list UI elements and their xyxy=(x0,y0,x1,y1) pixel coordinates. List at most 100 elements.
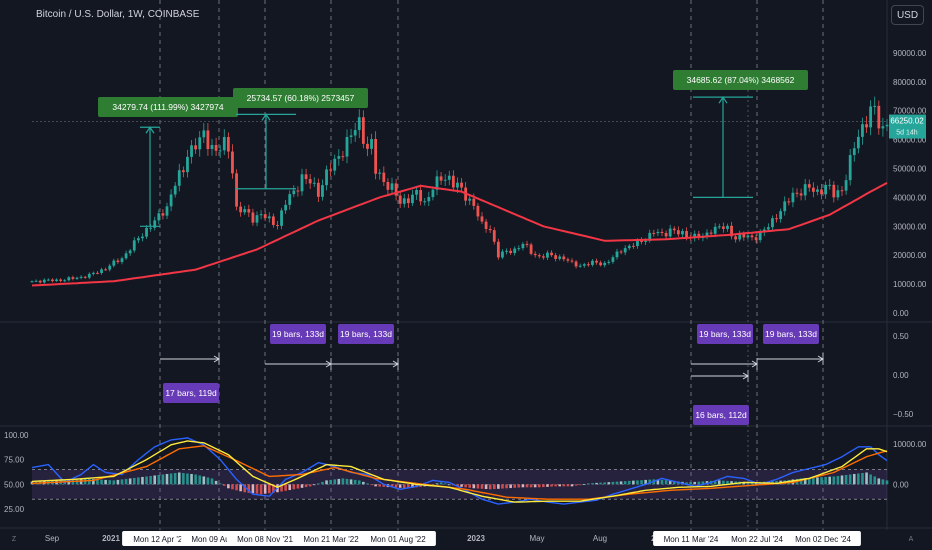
candle-body xyxy=(398,195,402,204)
candle-body xyxy=(881,126,885,129)
candle-body xyxy=(173,185,177,195)
candle-body xyxy=(378,172,382,174)
osc-histogram-bar xyxy=(476,484,480,489)
osc-histogram-bar xyxy=(222,484,226,486)
osc-histogram-bar xyxy=(746,482,750,485)
candle-body xyxy=(46,279,50,281)
currency-button[interactable]: USD xyxy=(891,5,924,25)
candle-body xyxy=(578,265,582,267)
osc-histogram-bar xyxy=(824,476,827,485)
osc-histogram-bar xyxy=(169,473,173,485)
osc-histogram-bar xyxy=(120,479,124,485)
candle-body xyxy=(394,183,398,196)
price-tick-label: 30000.00 xyxy=(893,222,927,231)
candle-body xyxy=(570,260,574,262)
osc-histogram-bar xyxy=(157,474,161,485)
candle-body xyxy=(541,256,545,258)
osc-histogram-bar xyxy=(333,479,337,485)
osc-histogram-bar xyxy=(132,477,136,485)
time-tick-label: Aug xyxy=(593,534,607,543)
candle-body xyxy=(451,175,455,188)
candle-body xyxy=(705,232,709,237)
osc-histogram-bar xyxy=(578,484,582,486)
osc-line-yellow xyxy=(31,440,888,503)
candle-body xyxy=(603,262,607,266)
osc-histogram-bar xyxy=(337,478,341,485)
time-tick-label: Sep xyxy=(45,534,60,543)
candle-body xyxy=(480,216,484,222)
candle-body xyxy=(885,124,889,127)
range-label: 19 bars, 133d xyxy=(765,329,817,339)
osc-histogram-bar xyxy=(672,480,676,485)
osc-histogram-bar xyxy=(521,484,525,488)
osc-histogram-bar xyxy=(566,484,570,487)
date-marker-label: Mon 12 Apr '21 xyxy=(133,535,187,544)
range-label: 19 bars, 133d xyxy=(272,329,324,339)
candle-body xyxy=(595,260,598,263)
osc-histogram-bar xyxy=(247,484,251,493)
candle-body xyxy=(525,243,529,245)
candle-body xyxy=(308,179,312,184)
osc-histogram-bar xyxy=(742,481,746,485)
osc-histogram-bar xyxy=(259,484,263,495)
range-label: 17 bars, 119d xyxy=(165,388,217,398)
osc-histogram-bar xyxy=(574,484,578,486)
osc-histogram-bar xyxy=(96,479,99,485)
osc-histogram-bar xyxy=(852,473,856,485)
date-marker-label: Mon 08 Nov '21 xyxy=(237,535,293,544)
candle-body xyxy=(738,234,742,240)
osc-histogram-bar xyxy=(582,484,586,485)
osc-histogram-bar xyxy=(382,484,386,487)
candle-body xyxy=(267,216,271,219)
candle-body xyxy=(75,277,79,279)
candle-body xyxy=(734,236,738,240)
osc-right-tick: 0.00 xyxy=(893,480,909,489)
candle-body xyxy=(472,198,476,206)
candle-body xyxy=(390,183,394,190)
time-tick-label: 2023 xyxy=(467,534,485,543)
osc-histogram-bar xyxy=(542,484,545,488)
osc-histogram-bar xyxy=(697,481,701,485)
osc-histogram-bar xyxy=(623,481,627,485)
candle-body xyxy=(566,259,570,261)
osc-histogram-bar xyxy=(239,484,242,492)
measure-label: 34279.74 (111.99%) 3427974 xyxy=(112,102,223,112)
candle-body xyxy=(153,220,157,228)
candle-body xyxy=(186,156,189,173)
candle-body xyxy=(807,184,811,188)
osc-histogram-bar xyxy=(509,484,512,489)
osc-histogram-bar xyxy=(145,476,148,485)
candle-body xyxy=(574,261,578,267)
candle-body xyxy=(157,213,161,221)
candle-body xyxy=(255,215,259,223)
candle-body xyxy=(202,130,206,138)
candle-body xyxy=(660,231,664,234)
osc-histogram-bar xyxy=(488,484,492,490)
candle-body xyxy=(779,211,783,220)
osc-histogram-bar xyxy=(505,484,508,489)
osc-line-orange xyxy=(31,445,888,500)
candle-body xyxy=(222,137,226,151)
candle-body xyxy=(263,214,267,219)
candle-body xyxy=(501,251,504,258)
time-tick-label: May xyxy=(529,534,544,543)
osc-histogram-bar xyxy=(112,480,116,485)
osc-histogram-bar xyxy=(828,476,832,485)
osc-histogram-bar xyxy=(497,484,500,489)
osc-histogram-bar xyxy=(419,484,422,487)
candle-body xyxy=(34,280,38,282)
osc-histogram-bar xyxy=(362,481,365,485)
osc-histogram-bar xyxy=(820,477,823,485)
osc-histogram-bar xyxy=(378,484,382,487)
osc-histogram-bar xyxy=(857,473,860,485)
candle-body xyxy=(648,232,652,241)
candle-body xyxy=(357,117,361,131)
osc-histogram-bar xyxy=(292,484,296,490)
osc-histogram-bar xyxy=(341,478,345,485)
measure-label-bg xyxy=(98,97,238,117)
osc-histogram-bar xyxy=(100,479,103,485)
candle-body xyxy=(104,269,108,271)
date-marker-label: Mon 22 Jul '24 xyxy=(731,535,783,544)
osc-histogram-bar xyxy=(149,475,152,485)
